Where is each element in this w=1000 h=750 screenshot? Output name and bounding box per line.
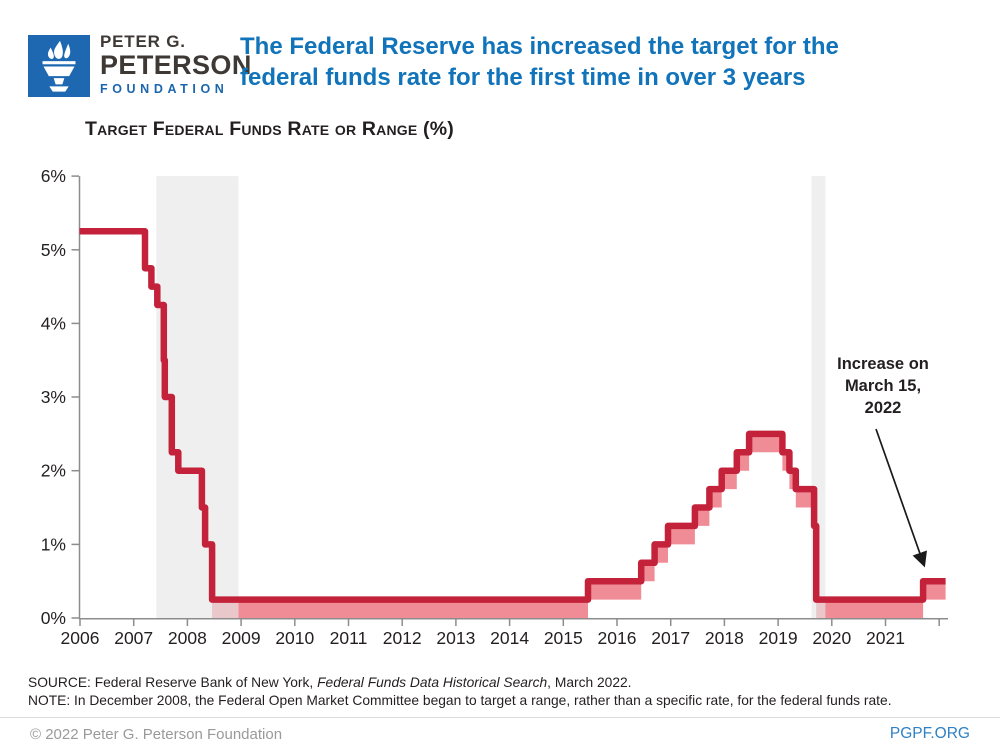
y-tick-label: 6% xyxy=(41,166,66,186)
x-tick-label: 2011 xyxy=(330,628,368,648)
y-tick-label: 4% xyxy=(41,313,66,333)
x-tick-label: 2015 xyxy=(544,628,583,648)
x-tick-label: 2013 xyxy=(436,628,475,648)
x-tick-label: 2021 xyxy=(866,628,905,648)
wordmark-line2: PETERSON xyxy=(100,50,252,80)
source-line: SOURCE: Federal Reserve Bank of New York… xyxy=(28,675,632,690)
x-tick-label: 2007 xyxy=(114,628,153,648)
page-title-line1: The Federal Reserve has increased the ta… xyxy=(240,33,839,60)
annotation-arrow xyxy=(875,428,927,568)
x-tick-label: 2020 xyxy=(812,628,851,648)
x-tick-label: 2014 xyxy=(490,628,529,648)
wordmark: PETER G. PETERSON FOUNDATION xyxy=(100,33,252,96)
x-tick-label: 2012 xyxy=(383,628,422,648)
fed-funds-rate-line xyxy=(79,228,946,603)
fed-funds-rate-chart: 0% 1% 2% 3% 4% 5% 6% 2006 2007 2008 2009 2010 2011 20… xyxy=(41,166,948,648)
x-tick-label: 2009 xyxy=(222,628,261,648)
source-title-italic: Federal Funds Data Historical Search xyxy=(317,675,548,690)
y-tick-label: 3% xyxy=(41,387,66,407)
pgpf-logo xyxy=(28,35,90,97)
y-tick-label: 0% xyxy=(41,608,66,628)
x-tick-label: 2008 xyxy=(168,628,207,648)
chart: 0% 1% 2% 3% 4% 5% 6% 2006 2007 2008 2009 2010 2011 20… xyxy=(0,155,1000,660)
note-line: NOTE: In December 2008, the Federal Open… xyxy=(28,693,892,708)
annotation-text: 2022 xyxy=(865,399,902,417)
x-tick-label: 2010 xyxy=(275,628,314,648)
copyright-text: © 2022 Peter G. Peterson Foundation xyxy=(30,725,283,743)
x-tick-label: 2018 xyxy=(705,628,744,648)
annotation-text: March 15, xyxy=(845,377,921,395)
footer: © 2022 Peter G. Peterson Foundation PGPF… xyxy=(0,717,1000,750)
target-range-band xyxy=(212,433,946,618)
torch-icon xyxy=(42,40,76,92)
annotation-text: Increase on xyxy=(837,355,929,373)
wordmark-line1: PETER G. xyxy=(100,32,186,51)
wordmark-line3: FOUNDATION xyxy=(100,82,229,96)
y-tick-label: 2% xyxy=(41,461,66,481)
x-tick-label: 2006 xyxy=(61,628,100,648)
pgpf-org-link[interactable]: PGPF.ORG xyxy=(889,725,970,742)
x-tick-label: 2017 xyxy=(651,628,690,648)
y-tick-label: 5% xyxy=(41,240,66,260)
page-title-line2: federal funds rate for the first time in… xyxy=(240,64,806,91)
page-title: The Federal Reserve has increased the ta… xyxy=(240,31,839,93)
source-note-block: SOURCE: Federal Reserve Bank of New York… xyxy=(28,674,892,710)
y-tick-label: 1% xyxy=(41,534,66,554)
chart-title: Target Federal Funds Rate or Range (%) xyxy=(85,118,454,140)
x-tick-label: 2019 xyxy=(759,628,798,648)
x-tick-label: 2016 xyxy=(598,628,637,648)
